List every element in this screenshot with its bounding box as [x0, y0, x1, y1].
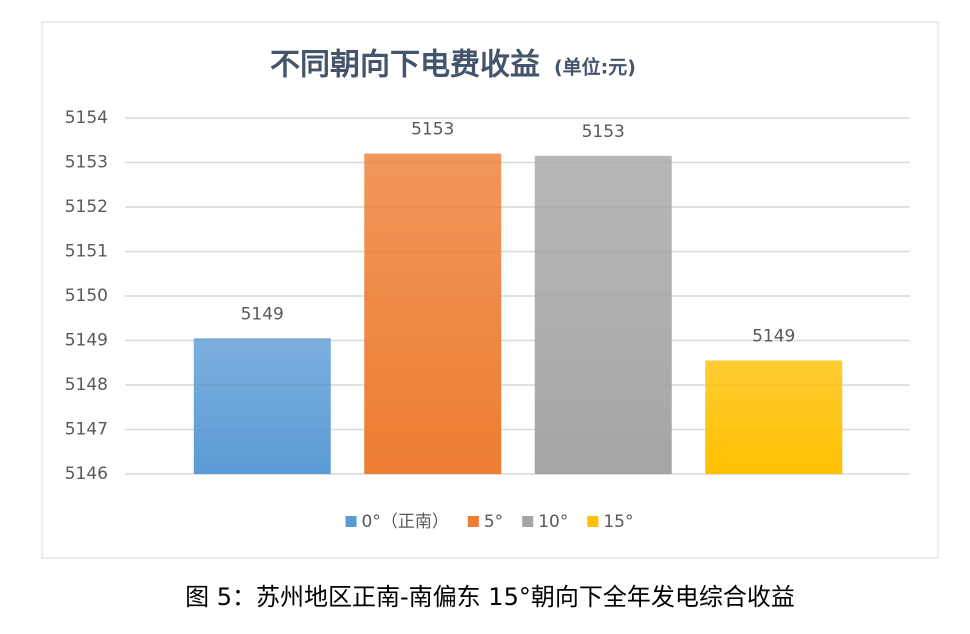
data-label: 5153	[411, 120, 454, 140]
legend-swatch	[345, 516, 357, 527]
legend-label: 15°	[603, 512, 633, 532]
legend-swatch	[587, 516, 599, 527]
bar	[705, 360, 843, 474]
bar	[534, 155, 672, 474]
y-tick-label: 5147	[65, 420, 108, 440]
y-tick-label: 5146	[65, 464, 108, 484]
y-tick-label: 5151	[65, 242, 108, 262]
chart-title: 不同朝向下电费收益	[270, 48, 540, 83]
y-tick-label: 5153	[65, 153, 108, 173]
chart-title-unit: (单位:元)	[554, 56, 636, 79]
legend-label: 10°	[538, 512, 568, 532]
y-tick-label: 5148	[65, 375, 108, 395]
legend-swatch	[467, 516, 479, 527]
data-label: 5149	[241, 304, 284, 324]
data-label: 5153	[582, 122, 625, 142]
data-label: 5149	[752, 327, 795, 347]
bar	[193, 338, 331, 474]
legend-label: 0°（正南）	[362, 512, 449, 532]
y-tick-label: 5150	[65, 286, 108, 306]
y-tick-label: 5152	[65, 197, 108, 217]
y-tick-label: 5149	[65, 331, 108, 351]
legend-swatch	[522, 516, 534, 527]
bar	[364, 153, 502, 474]
caption: 图 5：苏州地区正南-南偏东 15°朝向下全年发电综合收益	[185, 583, 795, 611]
y-tick-label: 5154	[65, 108, 108, 128]
legend-label: 5°	[484, 512, 503, 532]
